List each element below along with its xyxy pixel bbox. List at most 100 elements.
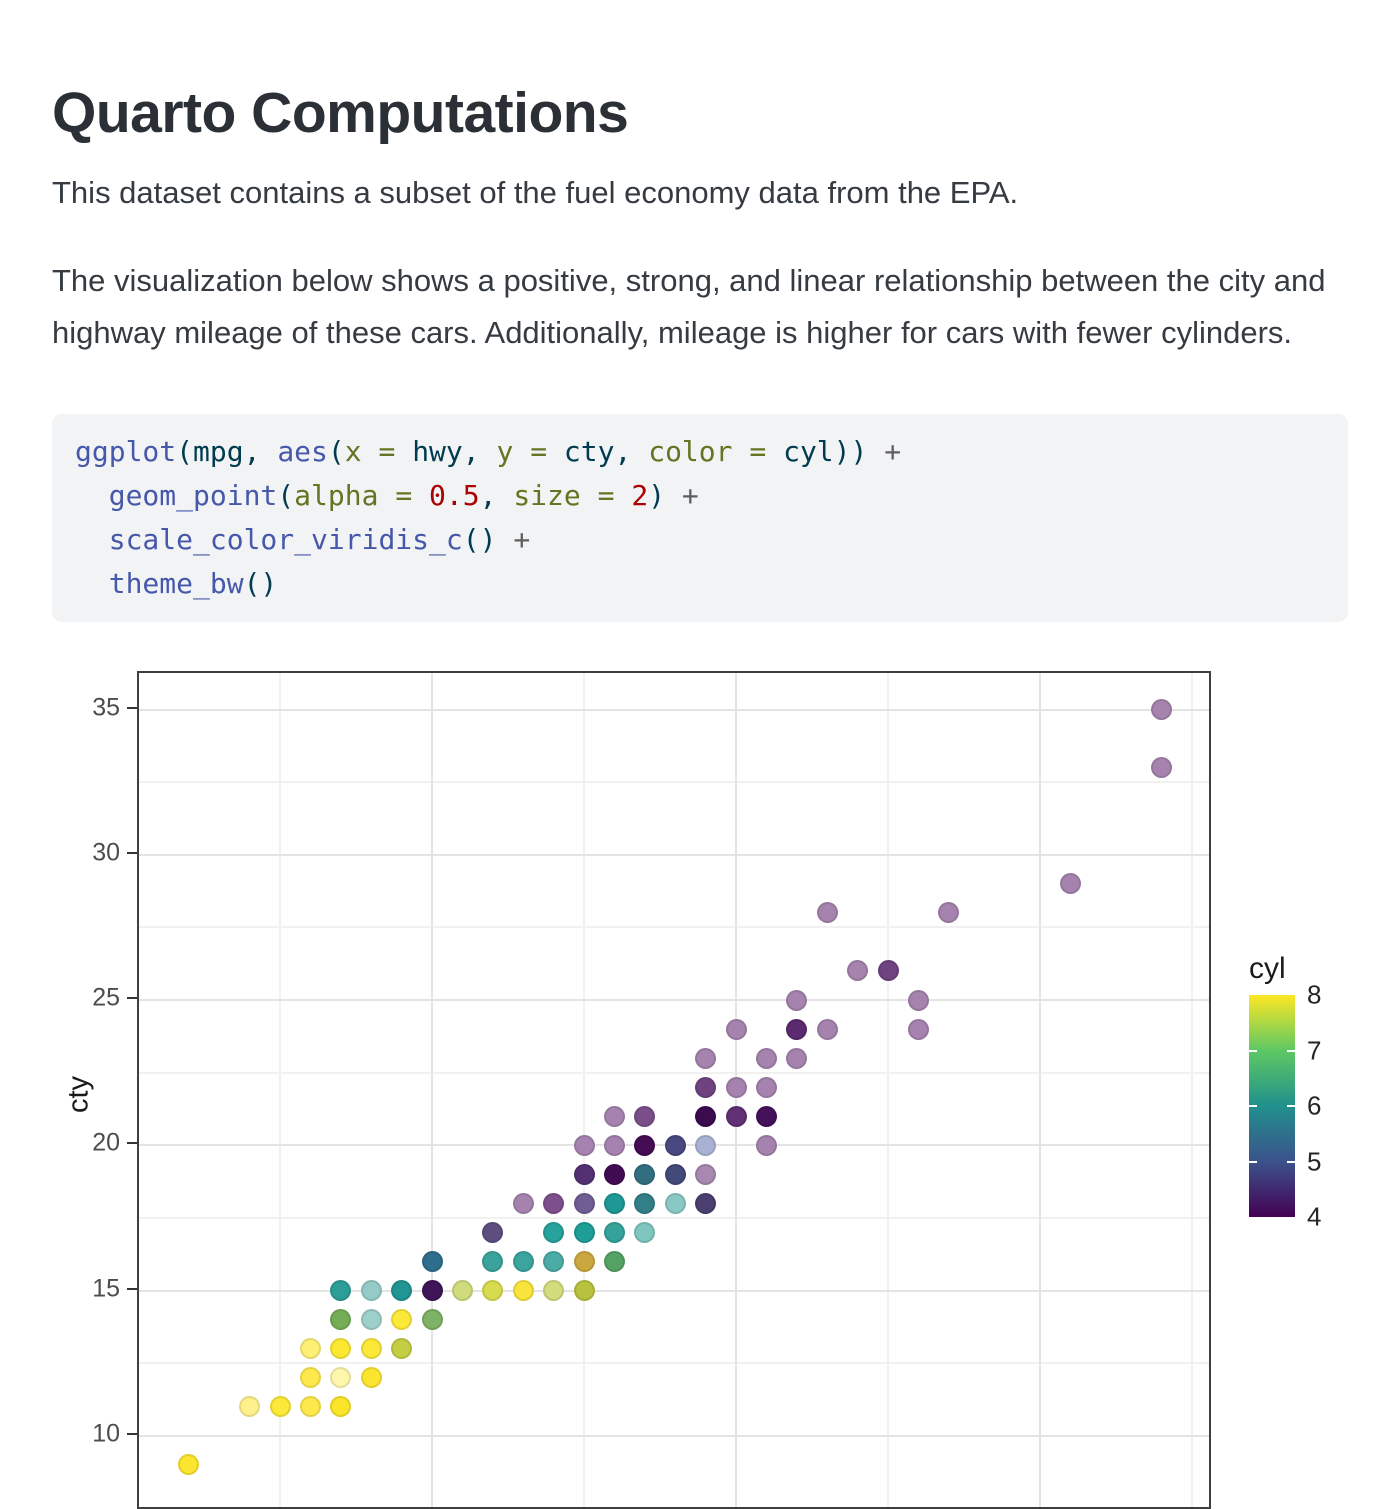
y-tick-label: 25 — [92, 983, 120, 1012]
legend-tick-label: 4 — [1307, 1201, 1322, 1232]
gridline-horizontal — [139, 853, 1209, 856]
code-token-df: mpg — [193, 435, 244, 468]
gridline-horizontal — [139, 999, 1209, 1001]
code-block[interactable]: ggplot(mpg, aes(x = hwy, y = cty, color … — [52, 414, 1348, 622]
data-point — [755, 1047, 777, 1069]
description-paragraph: The visualization below shows a positive… — [52, 263, 1326, 350]
legend-tick-label: 8 — [1307, 979, 1322, 1010]
data-point — [360, 1338, 382, 1360]
data-point — [695, 1105, 717, 1127]
data-point — [786, 989, 808, 1011]
data-point — [725, 1018, 747, 1040]
data-point — [512, 1250, 534, 1272]
data-point — [634, 1192, 656, 1214]
legend-colorbar-tick — [1287, 1160, 1295, 1163]
data-point — [664, 1192, 686, 1214]
data-point — [573, 1221, 595, 1243]
legend-tick-label: 5 — [1307, 1146, 1322, 1176]
data-point — [664, 1134, 686, 1156]
y-tick-label: 20 — [92, 1128, 120, 1157]
data-point — [1151, 699, 1173, 720]
data-point — [482, 1280, 504, 1301]
legend-colorbar-tick — [1249, 1049, 1257, 1052]
code-token-kw: = — [378, 435, 413, 468]
gridline-vertical — [887, 673, 889, 1507]
code-token-df — [75, 523, 109, 556]
code-token-op: + — [884, 435, 902, 468]
data-point — [695, 1134, 717, 1156]
data-point — [543, 1280, 565, 1301]
gridline-horizontal — [139, 926, 1209, 929]
data-point — [755, 1105, 777, 1127]
data-point — [391, 1280, 413, 1301]
data-point — [603, 1134, 625, 1156]
gridline-horizontal — [139, 781, 1209, 784]
data-point — [725, 1105, 747, 1127]
y-tick-label: 35 — [92, 693, 120, 721]
gridline-horizontal — [139, 1071, 1209, 1074]
gridline-horizontal — [139, 1216, 1209, 1219]
data-point — [573, 1280, 595, 1301]
code-line: theme_bw() — [75, 562, 1348, 606]
y-tick-label: 10 — [92, 1419, 120, 1448]
data-point — [360, 1280, 382, 1301]
code-token-df: ) — [648, 479, 682, 512]
gridline-horizontal — [139, 1434, 1209, 1437]
gridline-vertical — [431, 673, 433, 1507]
data-point — [360, 1309, 382, 1331]
data-point — [482, 1221, 504, 1243]
data-point — [603, 1105, 625, 1127]
page-title: Quarto Computations — [52, 81, 629, 146]
gridline-vertical — [1191, 673, 1193, 1507]
code-token-df: ( — [176, 435, 194, 468]
code-token-kw: = — [749, 435, 784, 468]
code-token-kw: = — [395, 479, 430, 512]
data-point — [603, 1192, 625, 1214]
code-token-df: cyl — [783, 435, 834, 468]
data-point — [573, 1163, 595, 1185]
data-point — [391, 1338, 413, 1360]
data-point — [695, 1163, 717, 1185]
code-line: geom_point(alpha = 0.5, size = 2) + — [75, 474, 1348, 518]
data-point — [299, 1338, 321, 1360]
code-token-fn: ggplot — [75, 435, 177, 468]
code-token-df: hwy — [412, 435, 463, 468]
y-tick-mark — [127, 1287, 137, 1290]
data-point — [634, 1163, 656, 1185]
data-point — [299, 1396, 321, 1418]
data-point — [391, 1309, 413, 1331]
data-point — [1059, 873, 1081, 895]
data-point — [695, 1076, 717, 1098]
legend-colorbar-tick — [1249, 1160, 1257, 1163]
data-point — [330, 1338, 352, 1360]
code-token-df: ( — [327, 435, 345, 468]
data-point — [421, 1309, 443, 1331]
data-point — [482, 1250, 504, 1272]
code-token-op: + — [681, 479, 699, 512]
code-token-df: , — [614, 435, 649, 468]
gridline-horizontal — [139, 1289, 1209, 1292]
data-point — [695, 1192, 717, 1214]
code-token-fn: theme_bw — [108, 567, 244, 600]
code-token-kw: y — [496, 435, 531, 468]
data-point — [360, 1367, 382, 1389]
code-token-df: )) — [833, 435, 885, 468]
code-token-df — [75, 567, 109, 600]
code-line: ggplot(mpg, aes(x = hwy, y = cty, color … — [75, 430, 1348, 474]
data-point — [786, 1018, 808, 1040]
y-axis-title: cty — [62, 1075, 95, 1114]
legend-colorbar-tick — [1249, 1105, 1257, 1107]
data-point — [451, 1280, 473, 1301]
code-token-df — [75, 479, 109, 512]
data-point — [512, 1192, 534, 1214]
y-tick-label: 30 — [92, 838, 120, 867]
code-line: scale_color_viridis_c() + — [75, 518, 1348, 562]
code-token-df: , — [462, 435, 497, 468]
data-point — [543, 1250, 565, 1272]
code-token-kw: = — [530, 435, 564, 468]
y-tick-mark — [127, 1142, 137, 1145]
y-tick-mark — [127, 1432, 137, 1435]
data-point — [603, 1250, 625, 1272]
legend-title: cyl — [1249, 952, 1286, 985]
y-tick-mark — [127, 851, 137, 854]
